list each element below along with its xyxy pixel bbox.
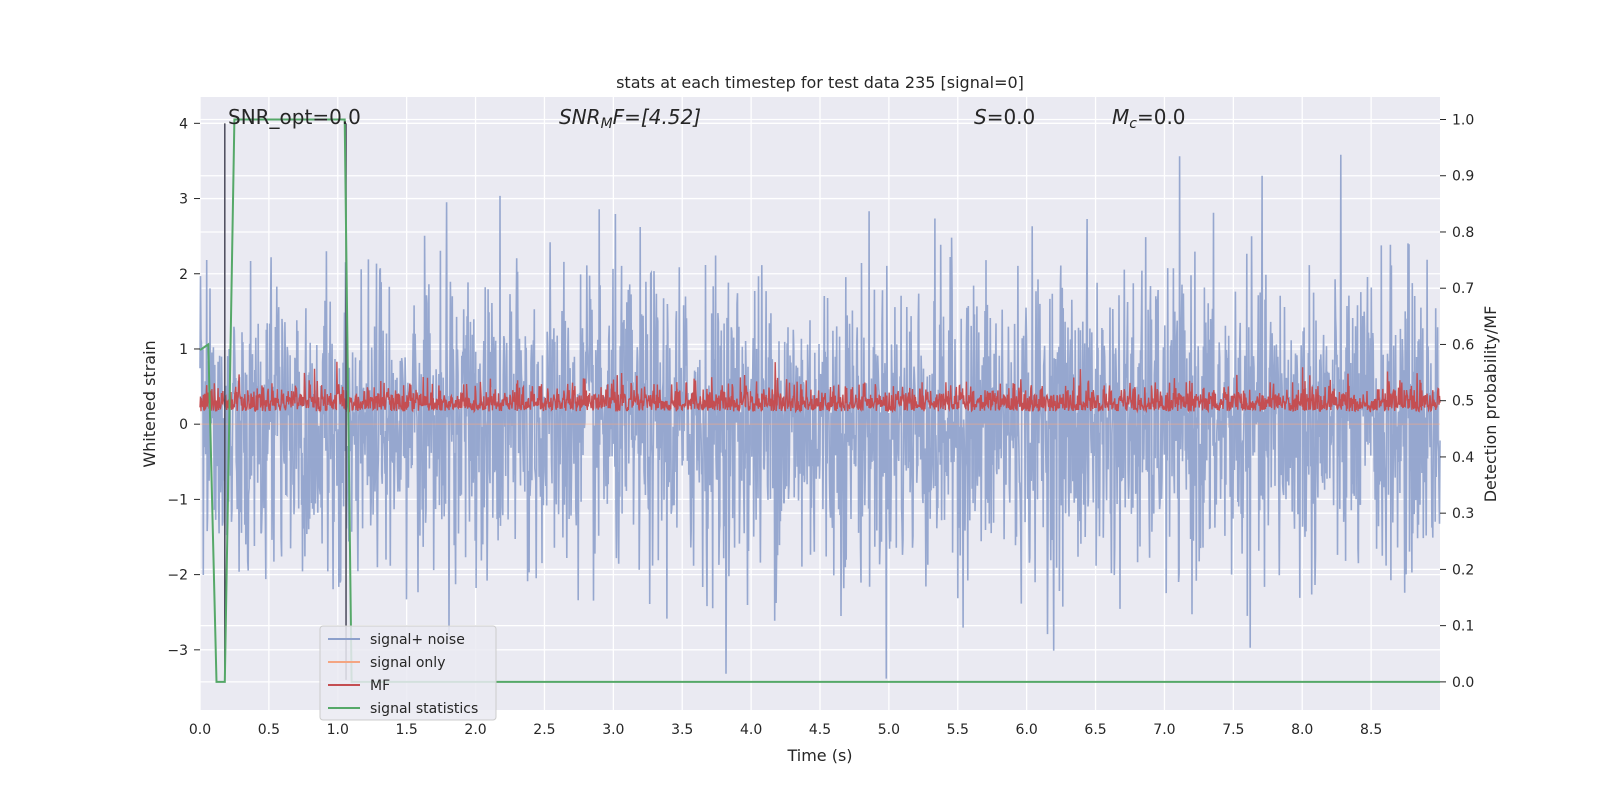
snr-mf-label: SNR	[559, 105, 601, 129]
y-tick-label-left: 3	[179, 192, 188, 208]
y-tick-label-right: 0.9	[1452, 169, 1474, 185]
x-tick-label: 8.0	[1291, 722, 1313, 738]
y-tick-label-right: 0.3	[1452, 506, 1474, 522]
y-tick-label-right: 1.0	[1452, 112, 1474, 128]
y-tick-label-right: 0.4	[1452, 450, 1474, 466]
x-tick-label: 0.5	[258, 722, 280, 738]
legend-box	[319, 625, 497, 721]
x-tick-label: 0.0	[189, 722, 211, 738]
y-axis-label-left: Whitened strain	[140, 340, 159, 467]
legend-label-mf: MF	[370, 678, 390, 694]
y-tick-label-left: 4	[179, 116, 188, 132]
x-tick-label: 6.0	[1016, 722, 1038, 738]
annotation-snr-opt: SNR_opt=0.0	[228, 105, 361, 129]
s-rest: =0.0	[987, 105, 1036, 129]
legend: signal+ noise signal only MF signal stat…	[319, 625, 497, 721]
x-tick-label: 3.5	[671, 722, 693, 738]
annotation-mc: Mc=0.0	[1112, 105, 1186, 132]
y-tick-label-left: −2	[167, 568, 188, 584]
x-tick-label: 4.5	[809, 722, 831, 738]
x-tick-label: 8.5	[1360, 722, 1382, 738]
x-tick-label: 5.5	[947, 722, 969, 738]
legend-label-signal-statistics: signal statistics	[370, 701, 478, 717]
signal-noise-line	[199, 154, 1441, 679]
x-tick-label: 6.5	[1084, 722, 1106, 738]
mc-sub: c	[1129, 116, 1137, 132]
tick-labels: 0.0 0.5 1.0 1.5 2.0 2.5 3.0 3.5 4.0 4.5 5.0 5.5 6.0 6…	[167, 112, 1474, 738]
y-tick-label-right: 0.0	[1452, 675, 1474, 691]
x-tick-label: 2.5	[533, 722, 555, 738]
y-tick-label-left: 0	[179, 417, 188, 433]
x-tick-label: 7.5	[1222, 722, 1244, 738]
legend-label-signal-only: signal only	[370, 655, 445, 671]
y-tick-label-right: 0.8	[1452, 225, 1474, 241]
x-tick-label: 1.0	[327, 722, 349, 738]
y-tick-label-left: 2	[179, 267, 188, 283]
series-signal-noise	[199, 154, 1441, 679]
mc-label: M	[1112, 105, 1129, 129]
snr-mf-rest: F=[4.52]	[613, 105, 701, 129]
x-tick-label: 5.0	[878, 722, 900, 738]
y-tick-label-left: −3	[167, 643, 188, 659]
s-label: S	[974, 105, 987, 129]
series-mf	[199, 361, 1441, 425]
annotation-snr-mf: SNRMF=[4.52]	[559, 105, 701, 132]
y-tick-label-right: 0.6	[1452, 337, 1474, 353]
x-tick-label: 3.0	[602, 722, 624, 738]
y-tick-label-right: 0.7	[1452, 281, 1474, 297]
y-axis-label-right: Detection probability/MF	[1481, 306, 1500, 503]
annotation-s: S=0.0	[974, 105, 1035, 129]
y-tick-label-right: 0.2	[1452, 562, 1474, 578]
x-tick-label: 2.0	[464, 722, 486, 738]
x-tick-label: 4.0	[740, 722, 762, 738]
y-tick-label-left: 1	[179, 342, 188, 358]
mc-rest: =0.0	[1137, 105, 1186, 129]
chart-title: stats at each timestep for test data 235…	[616, 73, 1024, 92]
x-tick-label: 1.5	[396, 722, 418, 738]
snr-mf-sub: M	[601, 116, 613, 132]
mf-line	[199, 361, 1441, 414]
x-tick-label: 7.0	[1153, 722, 1175, 738]
legend-label-signal-noise: signal+ noise	[370, 632, 465, 648]
x-axis-label: Time (s)	[786, 746, 852, 765]
y-tick-label-left: −1	[167, 492, 188, 508]
y-tick-label-right: 0.1	[1452, 619, 1474, 635]
y-tick-label-right: 0.5	[1452, 394, 1474, 410]
